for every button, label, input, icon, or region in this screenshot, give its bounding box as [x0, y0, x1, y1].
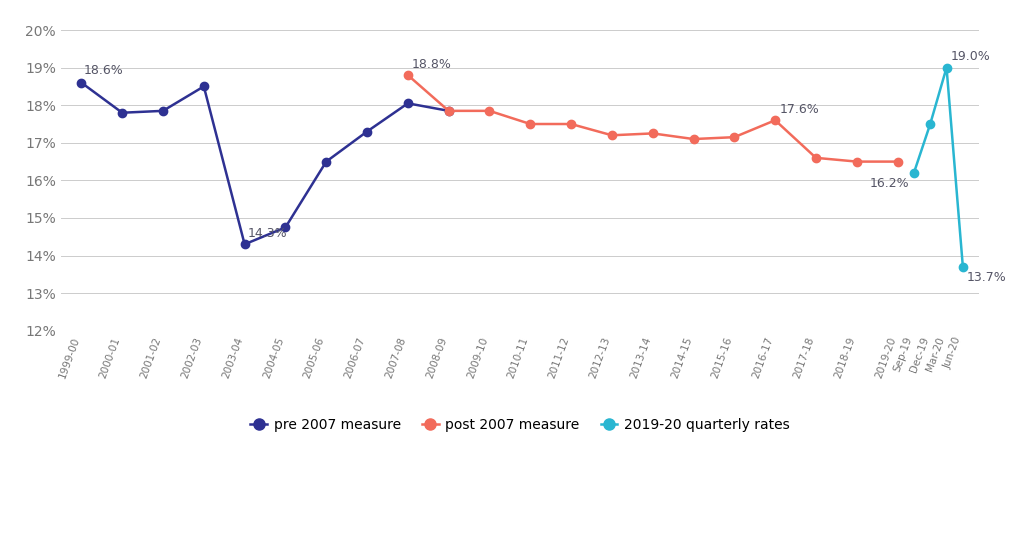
Text: 18.8%: 18.8%: [412, 58, 452, 71]
Text: 16.2%: 16.2%: [870, 177, 909, 190]
Text: 18.6%: 18.6%: [84, 64, 124, 77]
Text: 14.3%: 14.3%: [248, 227, 287, 240]
Text: 19.0%: 19.0%: [950, 51, 990, 64]
Text: 13.7%: 13.7%: [967, 271, 1007, 284]
Legend: pre 2007 measure, post 2007 measure, 2019-20 quarterly rates: pre 2007 measure, post 2007 measure, 201…: [245, 412, 796, 437]
Text: 17.6%: 17.6%: [779, 103, 819, 116]
